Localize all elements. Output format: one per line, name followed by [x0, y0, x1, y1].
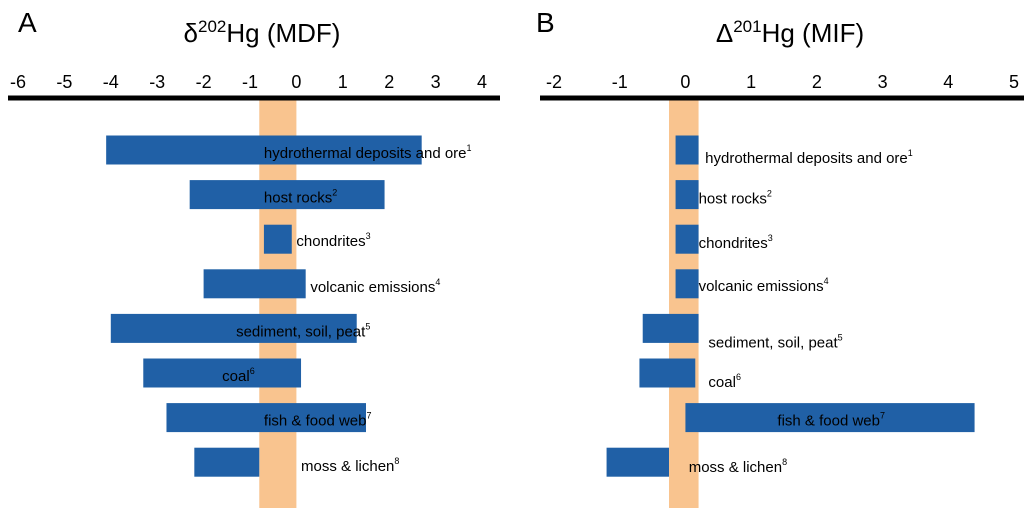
- bar-label-superscript: 1: [908, 148, 913, 158]
- panel-letter-a: A: [18, 7, 37, 38]
- bar-a-4: [204, 269, 306, 298]
- tick-label-a: -1: [242, 72, 258, 92]
- bar-label-text: coal: [708, 374, 736, 391]
- bar-label-superscript: 6: [250, 366, 255, 376]
- bar-label-superscript: 2: [332, 188, 337, 198]
- bar-label-superscript: 8: [394, 456, 399, 466]
- tick-label-a: -2: [196, 72, 212, 92]
- bar-label-a-7: fish & food web7: [264, 411, 372, 430]
- panel-title-b-rest: Hg (MIF): [762, 18, 865, 48]
- bar-label-text: sediment, soil, peat: [236, 323, 366, 340]
- tick-label-a: -4: [103, 72, 119, 92]
- bar-label-b-5: sediment, soil, peat5: [708, 332, 842, 351]
- tick-label-a: -6: [10, 72, 26, 92]
- panel-b: B Δ201Hg (MIF) hydrothermal deposits and…: [536, 7, 1024, 508]
- panel-title-a-superscript: 202: [198, 17, 226, 36]
- panel-title-a: δ202Hg (MDF): [184, 17, 341, 48]
- bar-label-text: fish & food web: [264, 413, 367, 430]
- bar-label-superscript: 5: [365, 321, 370, 331]
- tick-label-a: -5: [56, 72, 72, 92]
- bar-label-superscript: 3: [768, 233, 773, 243]
- bar-label-text: chondrites: [296, 233, 365, 250]
- panel-title-b-symbol: Δ: [716, 18, 733, 48]
- bar-label-superscript: 7: [366, 411, 371, 421]
- tick-label-b: 1: [746, 72, 756, 92]
- tick-label-a: -3: [149, 72, 165, 92]
- bar-label-b-6: coal6: [708, 372, 741, 391]
- bar-b-4: [676, 269, 699, 298]
- tick-label-b: 5: [1009, 72, 1019, 92]
- bar-label-a-8: moss & lichen8: [301, 456, 399, 475]
- bar-label-a-2: host rocks2: [264, 188, 337, 207]
- tick-label-a: 4: [477, 72, 487, 92]
- tick-label-b: 0: [680, 72, 690, 92]
- panel-title-a-symbol: δ: [184, 18, 198, 48]
- tick-label-b: 3: [878, 72, 888, 92]
- bar-label-text: volcanic emissions: [310, 279, 435, 296]
- tick-label-a: 3: [431, 72, 441, 92]
- bar-label-superscript: 8: [782, 457, 787, 467]
- bar-label-superscript: 4: [435, 277, 440, 287]
- panel-title-b-superscript: 201: [733, 17, 761, 36]
- bar-label-text: moss & lichen: [301, 458, 394, 475]
- bar-label-text: host rocks: [264, 190, 332, 207]
- bar-label-a-5: sediment, soil, peat5: [236, 321, 370, 340]
- bar-b-5: [643, 314, 699, 343]
- bar-b-1: [676, 136, 699, 165]
- mercury-isotope-chart: A δ202Hg (MDF) hydrothermal deposits and…: [0, 0, 1024, 517]
- bar-label-text: hydrothermal deposits and ore: [705, 150, 908, 167]
- bar-label-superscript: 5: [838, 332, 843, 342]
- tick-label-b: -1: [612, 72, 628, 92]
- bar-label-a-3: chondrites3: [296, 231, 370, 250]
- bar-label-b-1: hydrothermal deposits and ore1: [705, 148, 913, 167]
- panel-letter-b: B: [536, 7, 555, 38]
- bar-label-text: sediment, soil, peat: [708, 334, 838, 351]
- bar-label-b-8: moss & lichen8: [689, 457, 787, 476]
- tick-label-a: 2: [384, 72, 394, 92]
- bar-b-3: [676, 225, 699, 254]
- bar-label-a-4: volcanic emissions4: [310, 277, 440, 296]
- tick-label-a: 0: [291, 72, 301, 92]
- tick-label-a: 1: [338, 72, 348, 92]
- tick-label-b: -2: [546, 72, 562, 92]
- bar-label-a-1: hydrothermal deposits and ore1: [264, 143, 472, 162]
- bar-label-text: chondrites: [699, 235, 768, 252]
- bar-label-text: moss & lichen: [689, 459, 782, 476]
- bar-label-superscript: 7: [880, 411, 885, 421]
- panel-title-b: Δ201Hg (MIF): [716, 17, 864, 48]
- panel-title-a-rest: Hg (MDF): [226, 18, 340, 48]
- bar-label-superscript: 3: [366, 231, 371, 241]
- bar-b-6: [639, 359, 695, 388]
- bar-a-8: [194, 448, 259, 477]
- bar-b-2: [676, 180, 699, 209]
- tick-label-b: 4: [943, 72, 953, 92]
- bar-label-superscript: 4: [824, 276, 829, 286]
- bar-label-text: coal: [222, 368, 250, 385]
- bar-label-superscript: 2: [767, 189, 772, 199]
- bar-label-superscript: 1: [467, 143, 472, 153]
- bar-label-b-4: volcanic emissions4: [699, 276, 829, 295]
- bar-label-text: volcanic emissions: [699, 278, 824, 295]
- bar-label-text: host rocks: [699, 191, 767, 208]
- bar-label-b-2: host rocks2: [699, 189, 772, 208]
- bar-label-superscript: 6: [736, 372, 741, 382]
- bar-a-3: [264, 225, 292, 254]
- bar-b-8: [607, 448, 669, 477]
- bar-label-text: hydrothermal deposits and ore: [264, 145, 467, 162]
- bar-label-b-7: fish & food web7: [777, 411, 885, 430]
- bar-label-text: fish & food web: [777, 413, 880, 430]
- panel-a: A δ202Hg (MDF) hydrothermal deposits and…: [8, 7, 500, 508]
- tick-label-b: 2: [812, 72, 822, 92]
- bar-label-b-3: chondrites3: [699, 233, 773, 252]
